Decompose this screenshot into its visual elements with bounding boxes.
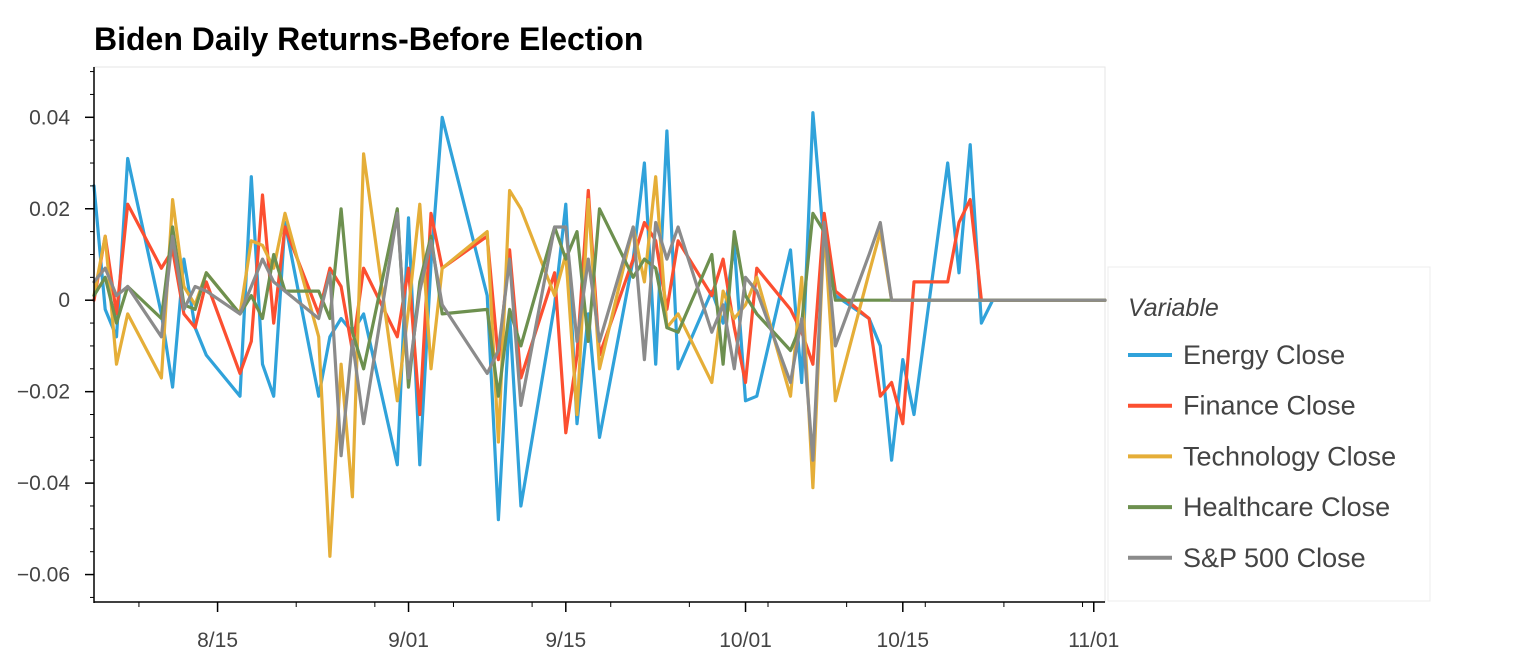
series-line-1 — [92, 111, 1107, 522]
x-tick-label: 11/01 — [1068, 629, 1119, 652]
legend-title: Variable — [1128, 294, 1219, 322]
x-tick-label: 10/15 — [877, 629, 930, 652]
legend-label: Technology Close — [1183, 441, 1396, 471]
legend-label: Energy Close — [1183, 340, 1345, 370]
legend-item: Energy Close — [1128, 340, 1345, 370]
y-tick-label: −0.06 — [17, 564, 70, 587]
legend-item: Finance Close — [1128, 391, 1356, 421]
x-tick-label: 9/15 — [545, 629, 586, 652]
x-tick-label: 9/01 — [388, 629, 429, 652]
y-tick-label: 0.04 — [29, 106, 70, 129]
legend-label: S&P 500 Close — [1183, 543, 1366, 573]
series-layer — [92, 111, 1107, 558]
legend: Variable Energy Close Finance Close Techno… — [1107, 266, 1431, 602]
y-tick-label: 0 — [58, 289, 70, 312]
y-tick-label: −0.02 — [17, 381, 70, 404]
x-tick-label: 8/15 — [197, 629, 238, 652]
series-line-5 — [92, 211, 1107, 462]
axes-layer: 0.04 0.02 0 −0.02 −0.04 −0.06 8/15 9/01 9/15 10/0… — [17, 67, 1119, 652]
y-tick-label: 0.02 — [29, 198, 70, 221]
legend-item: S&P 500 Close — [1128, 543, 1366, 573]
x-tick-label: 10/01 — [719, 629, 772, 652]
legend-label: Healthcare Close — [1183, 492, 1390, 522]
legend-label: Finance Close — [1183, 391, 1356, 421]
legend-item: Technology Close — [1128, 441, 1396, 471]
chart-title: Biden Daily Returns-Before Election — [94, 21, 643, 57]
legend-box — [1107, 266, 1431, 602]
legend-item: Healthcare Close — [1128, 492, 1390, 522]
y-tick-label: −0.04 — [17, 472, 70, 495]
